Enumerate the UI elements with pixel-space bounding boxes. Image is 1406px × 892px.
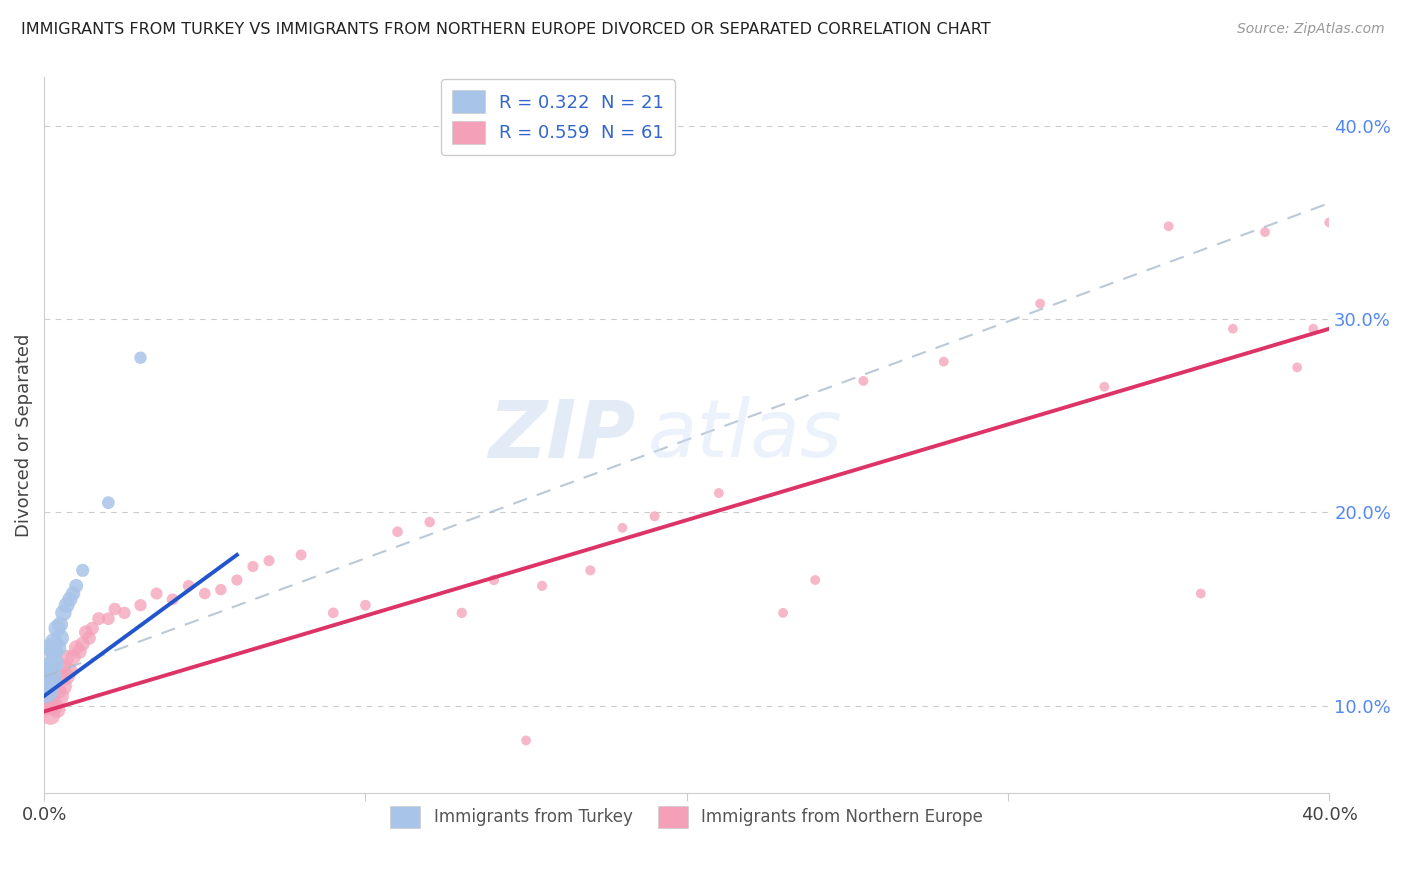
Point: [515, 733, 537, 747]
Point: [1286, 360, 1309, 375]
Point: [419, 515, 441, 529]
Point: [932, 354, 955, 368]
Point: [225, 573, 247, 587]
Point: [1189, 586, 1212, 600]
Point: [39, 640, 62, 655]
Point: [37, 698, 59, 713]
Point: [39, 708, 62, 723]
Point: [82, 621, 104, 635]
Point: [1157, 219, 1180, 234]
Point: [852, 374, 875, 388]
Point: [46, 683, 69, 698]
Point: [49, 631, 72, 645]
Point: [65, 579, 87, 593]
Point: [49, 617, 72, 632]
Point: [162, 592, 184, 607]
Point: [145, 586, 167, 600]
Point: [129, 598, 152, 612]
Point: [72, 563, 94, 577]
Point: [97, 612, 120, 626]
Point: [644, 509, 666, 524]
Point: [114, 606, 136, 620]
Point: [1302, 322, 1324, 336]
Point: [1092, 380, 1115, 394]
Point: [177, 579, 200, 593]
Point: [387, 524, 409, 539]
Point: [65, 640, 87, 655]
Point: [1317, 215, 1340, 229]
Point: [42, 675, 65, 690]
Point: [37, 679, 59, 693]
Point: [69, 644, 91, 658]
Point: [37, 675, 59, 690]
Point: [257, 554, 280, 568]
Point: [55, 650, 77, 665]
Point: [1222, 322, 1244, 336]
Point: [52, 660, 75, 674]
Point: [804, 573, 827, 587]
Point: [49, 689, 72, 703]
Point: [46, 702, 69, 716]
Point: [1029, 296, 1052, 310]
Point: [52, 606, 75, 620]
Point: [62, 650, 84, 665]
Point: [75, 625, 97, 640]
Point: [104, 602, 127, 616]
Point: [772, 606, 794, 620]
Point: [39, 670, 62, 684]
Point: [42, 698, 65, 713]
Point: [77, 631, 100, 645]
Y-axis label: Divorced or Separated: Divorced or Separated: [15, 334, 32, 537]
Legend: Immigrants from Turkey, Immigrants from Northern Europe: Immigrants from Turkey, Immigrants from …: [384, 799, 990, 834]
Point: [354, 598, 377, 612]
Point: [242, 559, 264, 574]
Text: Source: ZipAtlas.com: Source: ZipAtlas.com: [1237, 22, 1385, 37]
Point: [46, 621, 69, 635]
Text: IMMIGRANTS FROM TURKEY VS IMMIGRANTS FROM NORTHERN EUROPE DIVORCED OR SEPARATED : IMMIGRANTS FROM TURKEY VS IMMIGRANTS FRO…: [21, 22, 991, 37]
Point: [322, 606, 344, 620]
Point: [59, 592, 82, 607]
Point: [1254, 225, 1277, 239]
Point: [42, 656, 65, 670]
Point: [450, 606, 472, 620]
Point: [194, 586, 217, 600]
Point: [39, 689, 62, 703]
Point: [35, 683, 58, 698]
Point: [87, 612, 110, 626]
Point: [37, 664, 59, 678]
Text: ZIP: ZIP: [488, 396, 636, 474]
Point: [531, 579, 554, 593]
Point: [129, 351, 152, 365]
Point: [49, 670, 72, 684]
Point: [579, 563, 602, 577]
Point: [62, 586, 84, 600]
Point: [290, 548, 312, 562]
Point: [52, 679, 75, 693]
Point: [59, 664, 82, 678]
Point: [55, 670, 77, 684]
Point: [42, 635, 65, 649]
Point: [209, 582, 232, 597]
Point: [97, 496, 120, 510]
Point: [707, 486, 730, 500]
Point: [55, 598, 77, 612]
Point: [72, 637, 94, 651]
Point: [42, 644, 65, 658]
Point: [39, 660, 62, 674]
Text: atlas: atlas: [648, 396, 842, 474]
Point: [46, 640, 69, 655]
Point: [482, 573, 505, 587]
Point: [612, 521, 634, 535]
